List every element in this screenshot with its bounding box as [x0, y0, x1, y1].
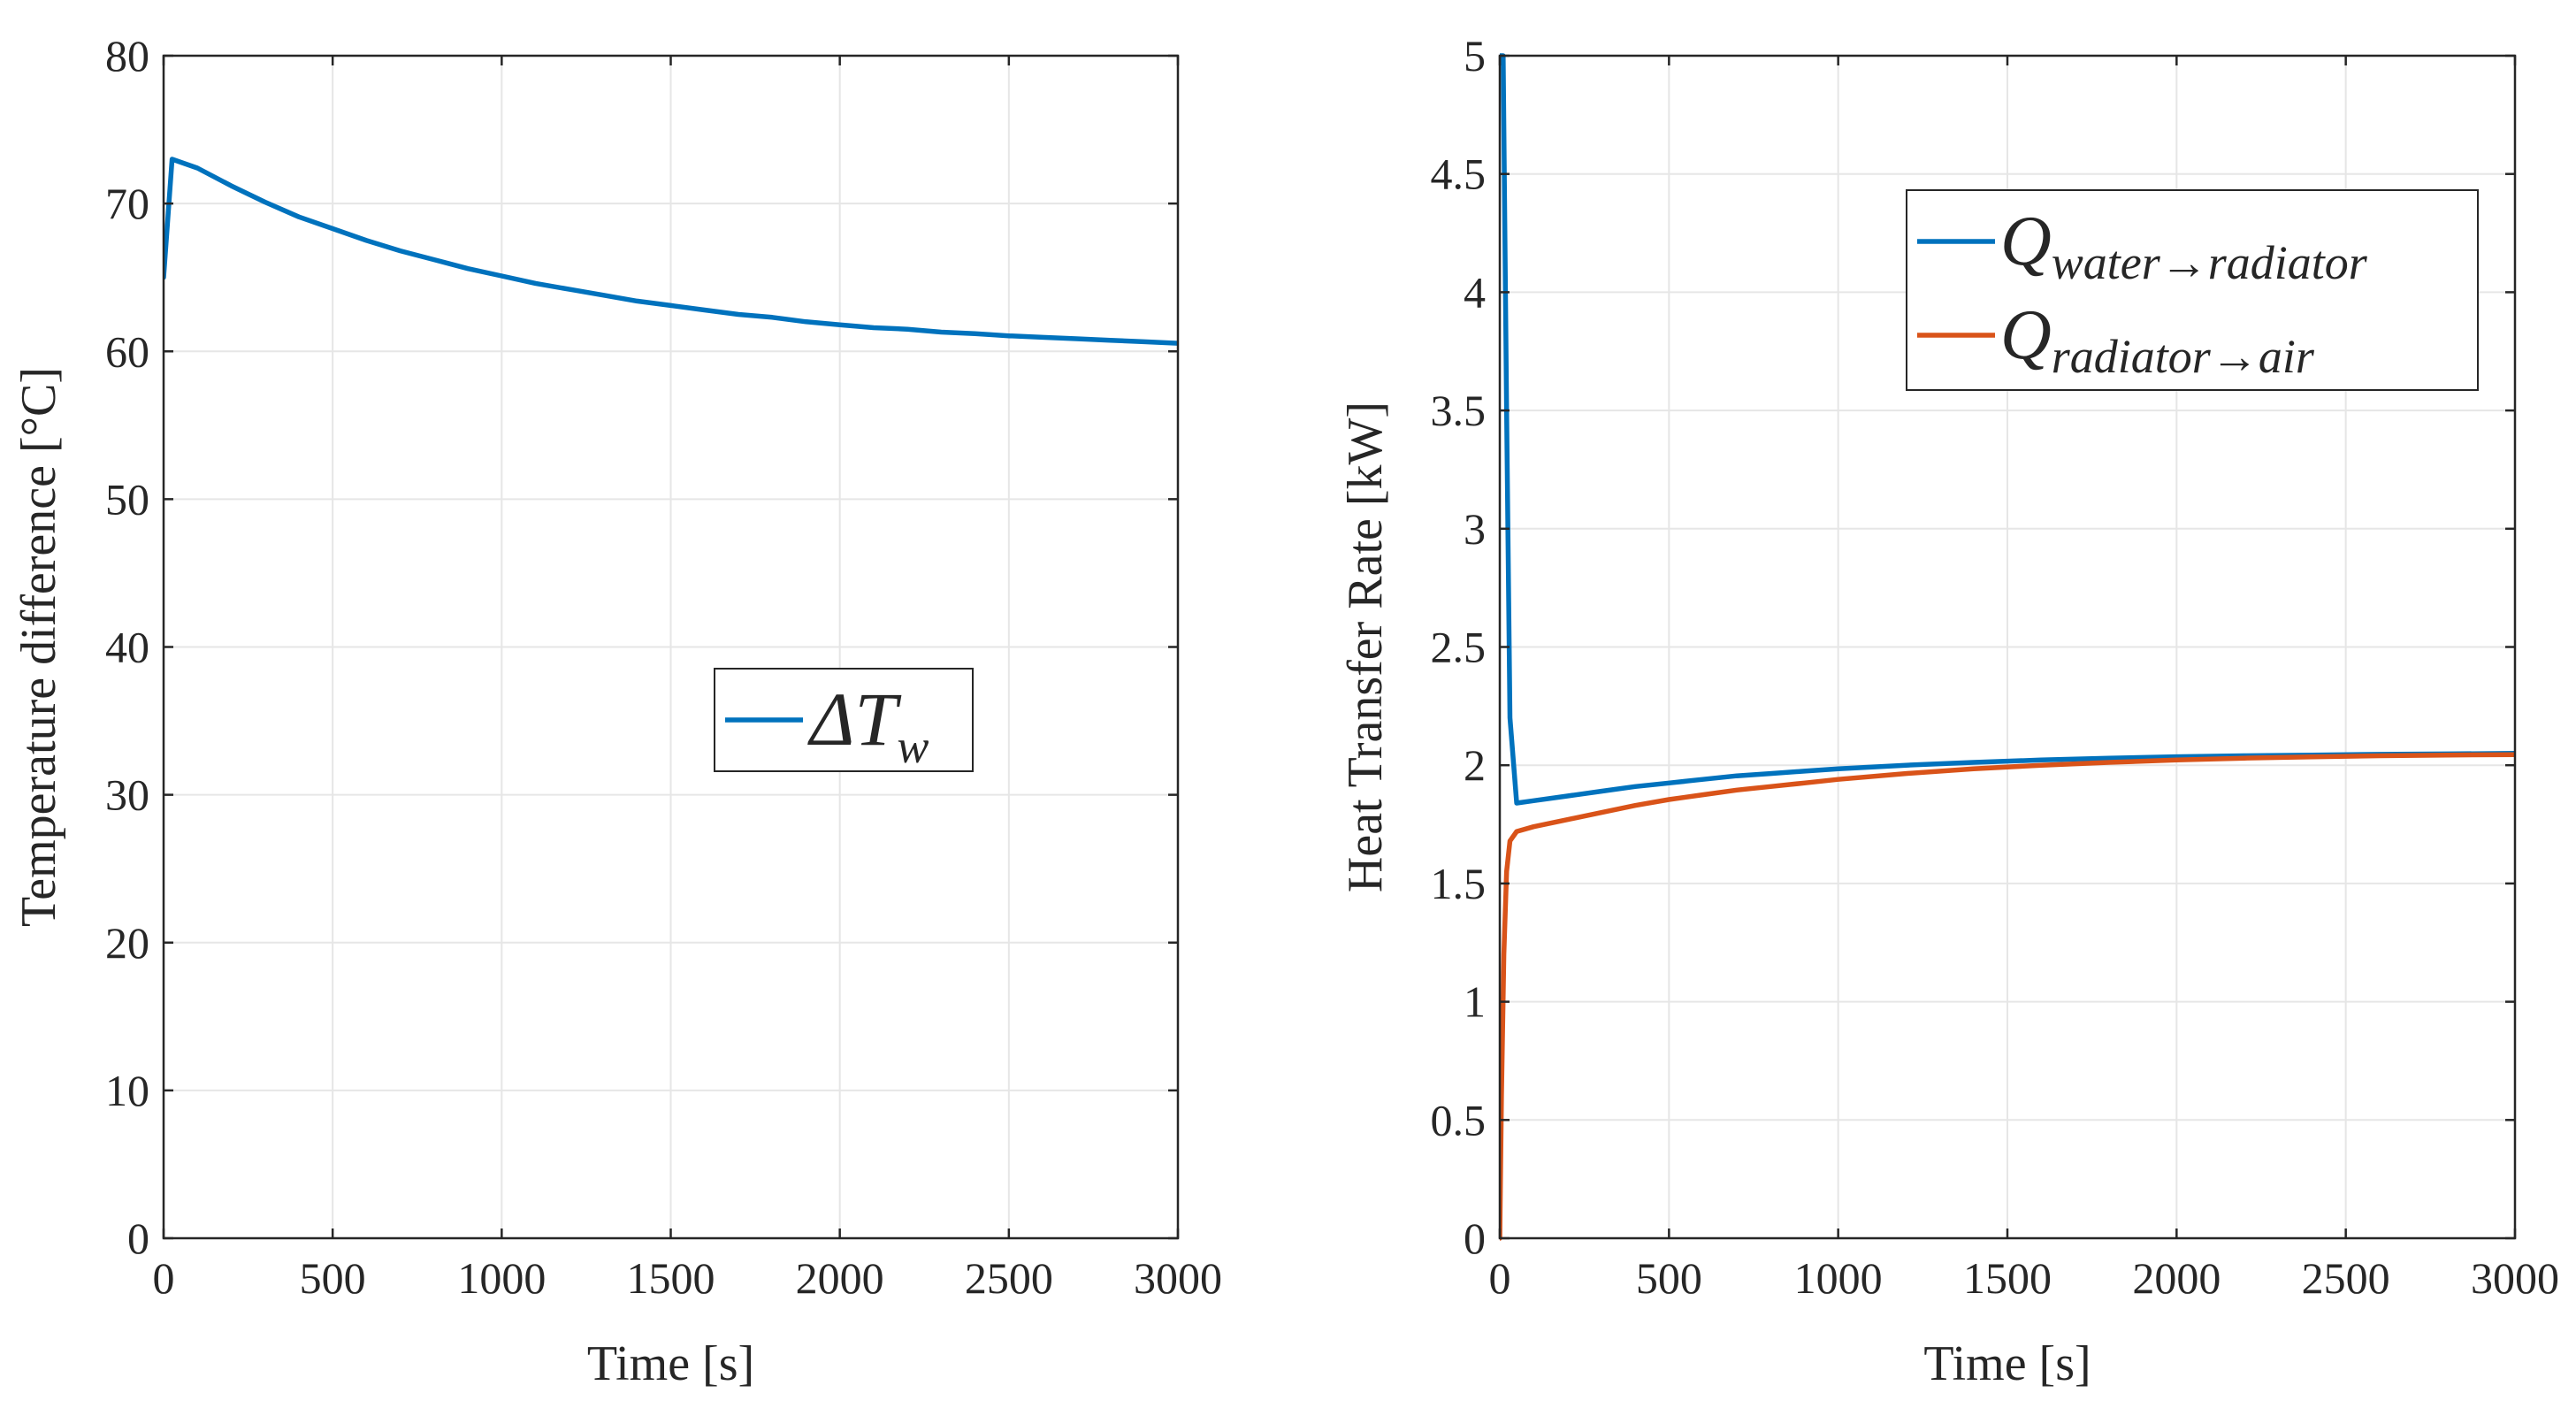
heat-transfer-rate-chart: 0 500 1000 1500 2000 2500 3000 0 0.5 1 1.5 2 2.5 3 3.5… [1338, 31, 2559, 1391]
series-group [1500, 53, 2515, 1241]
x-tick-label: 2500 [2302, 1253, 2390, 1303]
y-tick-label: 30 [105, 770, 149, 820]
y-tick-label: 4.5 [1431, 149, 1487, 199]
y-axis-title: Heat Transfer Rate [kW] [1338, 402, 1393, 892]
x-axis-title: Time [s] [587, 1336, 754, 1391]
y-tick-label: 2.5 [1431, 623, 1487, 672]
legend-label: ΔTw [807, 677, 929, 773]
x-tick-label: 1500 [1963, 1253, 2052, 1303]
series-group [164, 157, 1178, 346]
y-tick-label: 3 [1464, 504, 1486, 554]
y-tick-label: 10 [105, 1066, 149, 1115]
x-tick-label: 3000 [1134, 1253, 1222, 1303]
y-tick-label: 60 [105, 326, 149, 376]
x-tick-label: 2000 [2132, 1253, 2221, 1303]
x-tick-label: 2000 [796, 1253, 884, 1303]
x-tick-label: 500 [1636, 1253, 1702, 1303]
series-line-1 [164, 157, 1178, 346]
y-tick-label: 0 [127, 1213, 149, 1263]
y-tick-label: 0 [1464, 1213, 1486, 1263]
y-axis-title: Temperature difference [°C] [11, 367, 66, 927]
y-tick-label: 4 [1464, 267, 1486, 317]
temperature-difference-chart: 0 500 1000 1500 2000 2500 3000 0 10 20 30 40 50 60 70 8… [11, 31, 1222, 1391]
legend-label: Qradiator→air [2000, 296, 2315, 383]
x-tick-label: 0 [153, 1253, 175, 1303]
y-tick-label: 1.5 [1431, 859, 1487, 908]
y-tick-label: 50 [105, 474, 149, 524]
x-tick-label: 2500 [965, 1253, 1053, 1303]
x-axis-title: Time [s] [1923, 1336, 2091, 1391]
x-tick-label: 1500 [627, 1253, 715, 1303]
legend-label: Qwater→radiator [2000, 203, 2368, 289]
y-tick-label: 2 [1464, 740, 1486, 790]
y-tick-label: 20 [105, 918, 149, 968]
legend-box [1906, 189, 2479, 391]
x-tick-label: 1000 [457, 1253, 546, 1303]
y-tick-label: 80 [105, 31, 149, 80]
x-tick-label: 500 [300, 1253, 366, 1303]
y-tick-label: 3.5 [1431, 386, 1487, 435]
y-tick-label: 0.5 [1431, 1095, 1487, 1144]
legend: ΔTw [714, 668, 974, 773]
y-tick-label: 1 [1464, 977, 1486, 1027]
y-tick-label: 40 [105, 623, 149, 672]
series-line-2 [1500, 752, 2515, 1241]
x-tick-label: 0 [1489, 1253, 1511, 1303]
y-tick-label: 70 [105, 179, 149, 228]
x-tick-label: 3000 [2471, 1253, 2559, 1303]
y-tick-label: 5 [1464, 31, 1486, 80]
x-tick-label: 1000 [1794, 1253, 1883, 1303]
